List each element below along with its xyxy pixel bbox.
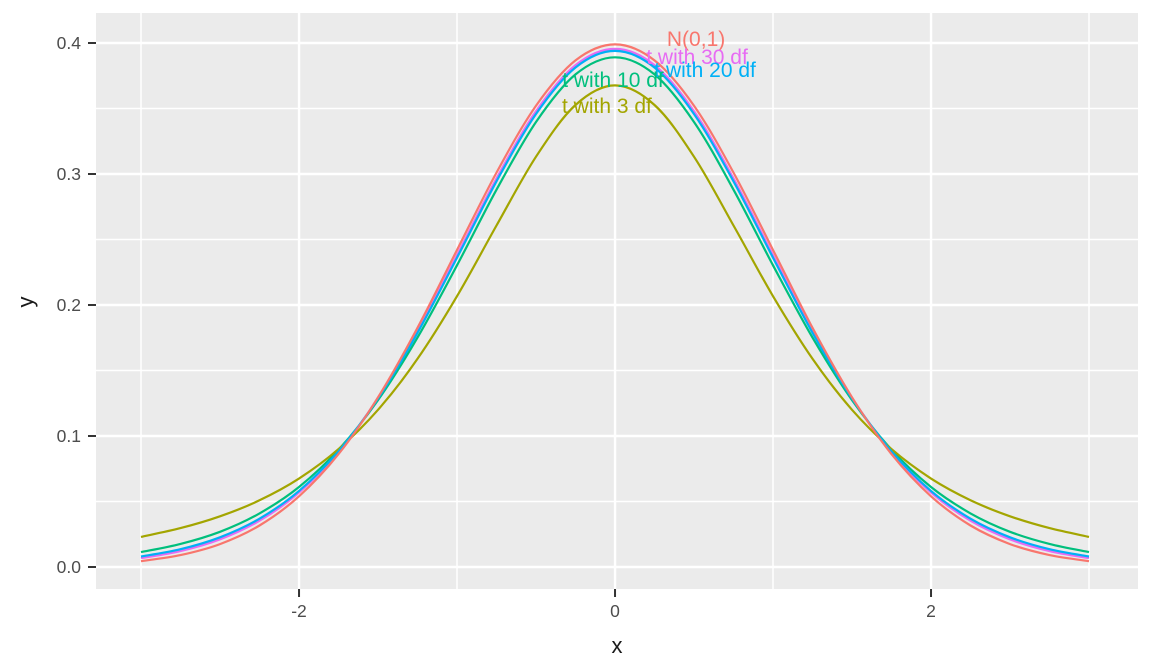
y-tick-label: 0.1 [57,426,81,446]
x-tick-label: 2 [926,601,936,621]
curve-t-with-30-df [140,47,1090,560]
x-tick-label: -2 [291,601,307,621]
y-tick-label: 0.0 [57,557,82,577]
annotation-t-with-10-df: t with 10 df [562,69,664,92]
y-axis-title: y [13,296,38,308]
curve-t-with-20-df [140,49,1090,558]
curve-t-with-3-df [140,84,1090,538]
annotation-t-with-30-df: t with 30 df [646,46,748,69]
y-tick-label: 0.3 [57,164,81,184]
curve-n-0-1 [140,43,1090,563]
x-axis-title: x [611,633,623,658]
annotation-n-0-1: N(0,1) [667,28,725,51]
annotation-t-with-3-df: t with 3 df [562,95,652,118]
y-tick-label: 0.4 [57,33,82,53]
y-tick-label: 0.2 [57,295,81,315]
x-tick-label: 0 [610,601,620,621]
annotation-t-with-20-df: t with 20 df [654,59,756,82]
curve-t-with-10-df [140,56,1090,554]
